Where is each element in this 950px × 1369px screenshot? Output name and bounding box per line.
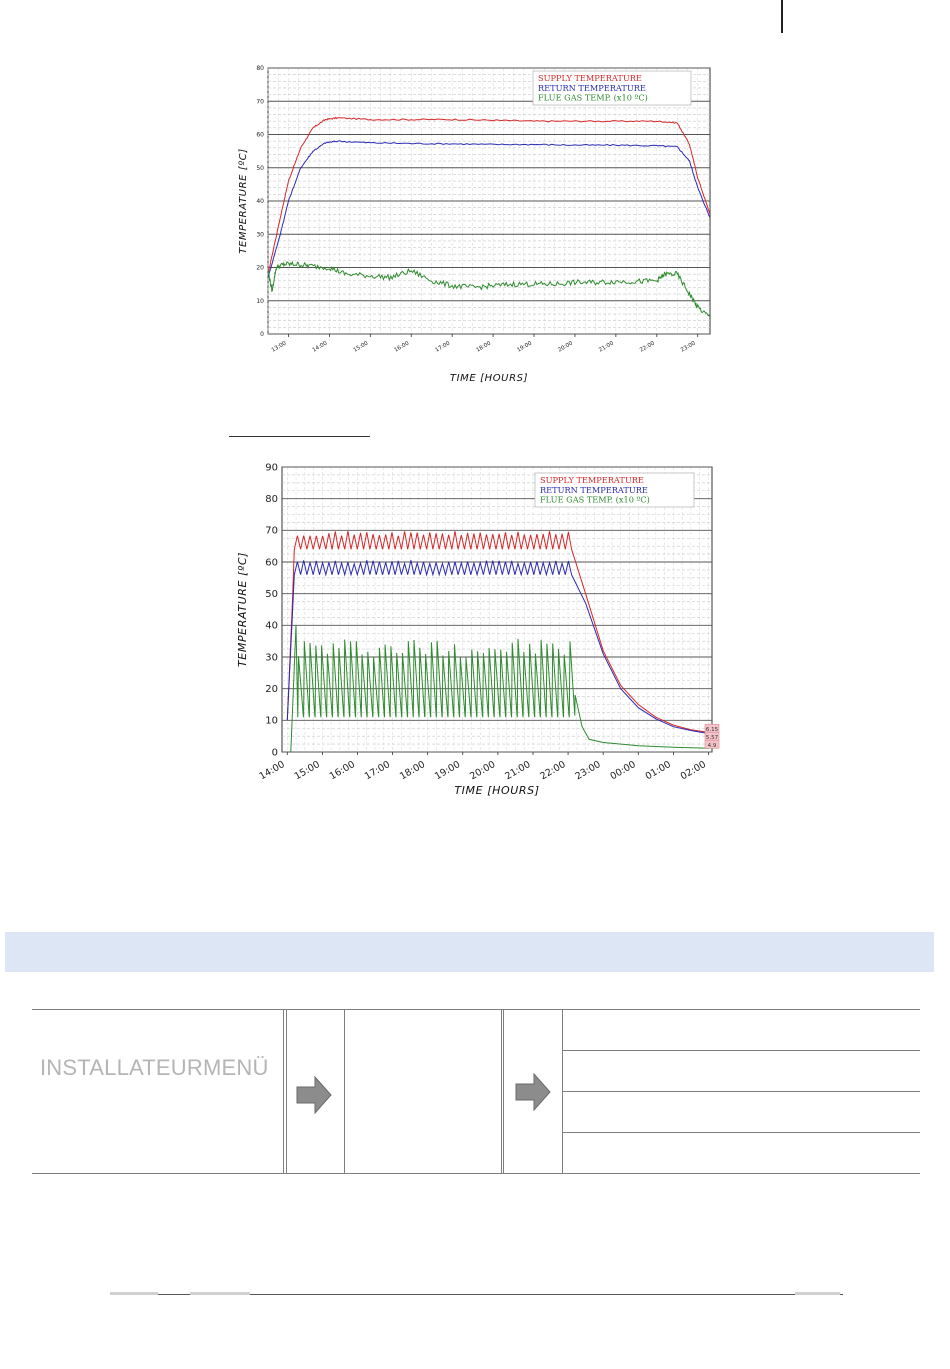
y-tick-label: 40 xyxy=(265,621,278,632)
footer-fragment xyxy=(110,1292,158,1295)
x-tick-label: 14:00 xyxy=(258,759,287,782)
chart-svg: 0 10 20 30 40 50 60 70 80 90 14:00 15:00 16:00 17:00 1… xyxy=(236,462,720,797)
end-value-label: 4.9 xyxy=(708,743,717,749)
x-tick-label: 15:00 xyxy=(353,340,370,353)
y-tick-label: 40 xyxy=(256,198,264,205)
page-edge-mark xyxy=(781,0,783,33)
table-divider xyxy=(503,1009,504,1174)
y-tick-label: 30 xyxy=(256,231,264,238)
table-row-rule xyxy=(563,1132,920,1133)
y-tick-label: 20 xyxy=(256,265,264,272)
end-value-badge: 4.9 xyxy=(704,739,720,749)
y-tick-label: 60 xyxy=(256,132,264,139)
x-tick-label: 21:00 xyxy=(503,759,532,782)
y-tick-label: 20 xyxy=(265,684,278,695)
x-tick-label: 21:00 xyxy=(598,340,615,353)
x-tick-label: 01:00 xyxy=(644,759,673,782)
x-tick-label: 20:00 xyxy=(557,340,574,353)
x-tick-label: 16:00 xyxy=(328,759,357,782)
x-tick-label: 13:00 xyxy=(271,340,288,353)
table-top-rule xyxy=(32,1009,920,1010)
x-axis-label: TIME [HOURS] xyxy=(454,784,539,797)
x-tick-label: 19:00 xyxy=(433,759,462,782)
series-line-0 xyxy=(268,116,710,274)
legend-entry: FLUE GAS TEMP. (x10 ºC) xyxy=(538,93,648,103)
arrow-right-icon xyxy=(515,1073,551,1111)
legend-box xyxy=(532,70,692,106)
chart-svg: 0 10 20 30 40 50 60 70 80 13:00 14:00 15:00 16:00 17:… xyxy=(238,65,711,384)
table-row-rule xyxy=(563,1091,920,1092)
arrow-right-icon xyxy=(296,1076,332,1114)
legend-entry: SUPPLY TEMPERATURE xyxy=(540,475,644,485)
y-tick-label: 80 xyxy=(256,65,264,72)
x-tick-label: 18:00 xyxy=(475,340,492,353)
end-value-label: 5.57 xyxy=(706,735,719,741)
x-tick-label: 17:00 xyxy=(434,340,451,353)
x-tick-label: 22:00 xyxy=(639,340,656,353)
table-divider xyxy=(344,1009,345,1174)
series-line-1 xyxy=(286,560,709,735)
y-tick-label: 80 xyxy=(265,494,278,505)
legend-entry: RETURN TEMPERATURE xyxy=(540,485,648,495)
footer-rule xyxy=(110,1294,843,1295)
installer-menu-label: INSTALLATEURMENÜ xyxy=(40,1055,269,1080)
y-axis-label: TEMPERATURE [ºC] xyxy=(238,148,249,253)
end-value-badge: 6.15 xyxy=(704,723,720,733)
y-tick-label: 70 xyxy=(256,98,264,105)
y-tick-label: 0 xyxy=(260,331,264,338)
x-tick-label: 19:00 xyxy=(516,340,533,353)
legend-entry: FLUE GAS TEMP. (x10 ºC) xyxy=(540,495,650,505)
y-tick-label: 30 xyxy=(265,652,278,663)
y-tick-label: 10 xyxy=(265,716,278,727)
x-tick-label: 18:00 xyxy=(398,759,427,782)
table-row-rule xyxy=(563,1050,920,1051)
footer-fragment xyxy=(190,1292,250,1295)
x-tick-label: 14:00 xyxy=(312,340,329,353)
series-line-2 xyxy=(268,260,710,318)
table-divider xyxy=(501,1009,502,1174)
y-tick-label: 90 xyxy=(265,462,278,473)
caption-underline xyxy=(229,436,370,437)
table-divider xyxy=(286,1009,287,1174)
table-bottom-rule xyxy=(32,1173,920,1174)
series-line-2 xyxy=(290,625,709,752)
y-tick-label: 70 xyxy=(265,526,278,537)
table-divider xyxy=(562,1009,563,1174)
section-header-band xyxy=(5,932,934,972)
x-tick-label: 17:00 xyxy=(363,759,392,782)
y-tick-label: 0 xyxy=(272,747,278,758)
x-tick-label: 22:00 xyxy=(538,759,567,782)
x-tick-label: 23:00 xyxy=(573,759,602,782)
x-tick-label: 02:00 xyxy=(679,759,708,782)
legend-box xyxy=(534,472,695,508)
x-tick-label: 23:00 xyxy=(680,340,697,353)
y-axis-label: TEMPERATURE [ºC] xyxy=(236,552,249,667)
legend-entry: SUPPLY TEMPERATURE xyxy=(538,73,642,83)
x-tick-label: 16:00 xyxy=(394,340,411,353)
temperature-chart-1: 0 10 20 30 40 50 60 70 80 13:00 14:00 15:00 16:00 17:… xyxy=(232,60,722,385)
end-value-label: 6.15 xyxy=(706,727,719,733)
end-value-badge: 5.57 xyxy=(704,731,720,741)
table-divider xyxy=(283,1009,284,1174)
x-tick-label: 20:00 xyxy=(468,759,497,782)
y-tick-label: 50 xyxy=(256,165,264,172)
series-line-0 xyxy=(286,531,709,733)
y-tick-label: 10 xyxy=(256,298,264,305)
footer-fragment xyxy=(795,1292,840,1295)
y-tick-label: 60 xyxy=(265,557,278,568)
legend-entry: RETURN TEMPERATURE xyxy=(538,83,646,93)
x-axis-label: TIME [HOURS] xyxy=(450,373,528,384)
series-line-1 xyxy=(268,140,710,279)
temperature-chart-2: 0 10 20 30 40 50 60 70 80 90 14:00 15:00 16:00 17:00 1… xyxy=(232,458,722,798)
x-tick-label: 15:00 xyxy=(293,759,322,782)
x-tick-label: 00:00 xyxy=(609,759,638,782)
y-tick-label: 50 xyxy=(265,589,278,600)
